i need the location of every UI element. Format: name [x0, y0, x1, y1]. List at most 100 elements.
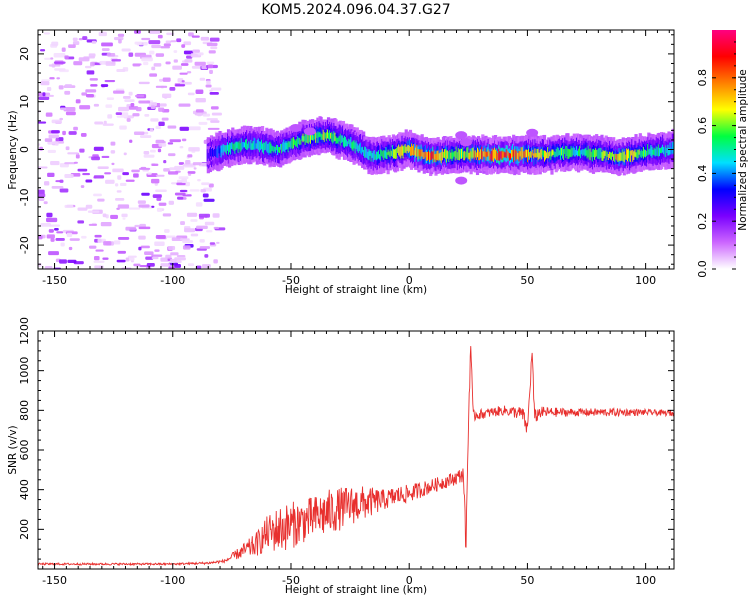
heatmap-noise-cell [78, 57, 90, 62]
heatmap-noise-cell [158, 143, 167, 147]
heatmap-noise-cell [41, 79, 51, 82]
heatmap-noise-cell [216, 241, 220, 244]
heatmap-noise-cell [85, 93, 94, 98]
heatmap-noise-cell [95, 249, 104, 252]
snr-x-ticks: -150 -100 -50 0 50 100 [42, 331, 670, 587]
heatmap-noise-cell [38, 121, 47, 124]
colorbar-tick-label: 0.4 [696, 165, 709, 183]
heatmap-noise-cell [93, 103, 99, 107]
heatmap-noise-cell [191, 65, 202, 69]
heatmap-noise-cell [121, 48, 131, 52]
heatmap-noise-cell [101, 42, 113, 47]
heatmap-noise-cell [209, 91, 219, 95]
heatmap-noise-cell [187, 173, 192, 176]
heatmap-noise-cell [93, 256, 100, 261]
heatmap-noise-cell [45, 112, 53, 117]
heatmap-noise-cell [73, 61, 83, 66]
heatmap-noise-cell [182, 163, 194, 167]
heatmap-noise-cell [138, 235, 146, 240]
heatmap-noise-cell [181, 178, 187, 183]
heatmap-side-blob [455, 176, 468, 185]
heatmap-noise-cell [176, 254, 186, 258]
heatmap-noise-cell [151, 205, 155, 208]
heatmap-noise-cell [199, 246, 211, 249]
heatmap-noise-cell [91, 40, 97, 44]
heatmap-noise-cell [85, 89, 97, 93]
heatmap-y-ticks: -20 -10 0 10 20 [18, 34, 674, 265]
heatmap-noise-cell [79, 105, 91, 110]
heatmap-noise-cell [161, 117, 169, 121]
heatmap-noise-cell [200, 189, 206, 193]
heatmap-noise-cell [73, 161, 78, 164]
heatmap-noise-cell [159, 103, 167, 107]
heatmap-noise-cell [119, 125, 127, 130]
heatmap-noise-cell [105, 179, 115, 184]
colorbar-label: Normalized spectral amplitude [737, 69, 749, 230]
heatmap-noise-cell [64, 162, 76, 165]
heatmap-noise-cell [176, 182, 186, 186]
heatmap-noise-cell [167, 142, 174, 145]
heatmap-noise-cell [195, 202, 203, 207]
heatmap-noise-cell [46, 234, 55, 239]
heatmap-noise-cell [38, 96, 50, 100]
heatmap-noise-cell [207, 64, 214, 69]
heatmap-noise-cell [144, 113, 150, 117]
heatmap-noise-cell [43, 181, 50, 186]
heatmap-noise-cell [94, 234, 102, 238]
heatmap-noise-cell [202, 113, 211, 117]
heatmap-noise-cell [119, 182, 127, 187]
heatmap-noise-cell [48, 134, 60, 139]
heatmap-noise-cell [151, 178, 160, 184]
heatmap-x-ticks: -150 -100 -50 0 50 100 [42, 30, 670, 287]
heatmap-noise-cell [181, 138, 187, 142]
heatmap-noise-cell [138, 246, 142, 251]
heatmap-noise-cell [179, 72, 188, 75]
heatmap-noise-cell [40, 223, 52, 227]
heatmap-noise-cell [131, 169, 140, 173]
heatmap-noise-cell [206, 230, 213, 233]
heatmap-noise-cell [173, 50, 178, 53]
heatmap-noise-cell [82, 36, 88, 40]
heatmap-noise-cell [137, 200, 146, 204]
heatmap-noise-cell [166, 32, 175, 36]
heatmap-noise-cell [202, 193, 209, 198]
heatmap-side-blob [289, 123, 302, 132]
heatmap-noise-cell [138, 204, 150, 208]
heatmap-noise-cell [75, 154, 80, 159]
heatmap-noise-cell [168, 246, 176, 251]
heatmap-noise-cell [155, 85, 168, 88]
heatmap-noise-cell [197, 178, 201, 182]
heatmap-noise-cell [56, 77, 61, 80]
heatmap-noise-cell [165, 254, 172, 259]
heatmap-noise-cell [185, 159, 191, 165]
heatmap-noise-cell [201, 182, 210, 186]
colorbar-gradient [712, 30, 736, 269]
heatmap-noise-cell [38, 189, 45, 195]
heatmap-noise-cell [59, 259, 67, 264]
heatmap-noise-cell [38, 193, 46, 198]
heatmap-noise-cell [135, 107, 142, 112]
heatmap-noise-cell [151, 254, 163, 257]
snr-series-line [38, 346, 674, 567]
heatmap-noise-cell [91, 156, 100, 161]
heatmap-noise-cell [179, 238, 190, 241]
heatmap-noise-cell [156, 207, 163, 212]
heatmap-noise-cell [199, 239, 205, 243]
heatmap-noise-cell [210, 106, 219, 110]
heatmap-noise-cell [181, 44, 186, 48]
heatmap-noise-cell [44, 265, 53, 269]
heatmap-noise-cell [204, 221, 215, 226]
heatmap-noise-cell [107, 114, 113, 119]
heatmap-noise-cell [117, 237, 130, 240]
heatmap-noise-cell [206, 42, 218, 47]
heatmap-noise-cell [144, 251, 154, 255]
heatmap-noise-cell [135, 94, 145, 98]
heatmap-noise-cell [167, 153, 176, 157]
heatmap-noise-cell [64, 84, 73, 88]
heatmap-noise-cell [130, 102, 135, 107]
heatmap-noise-cell [184, 181, 190, 187]
heatmap-noise-cell [128, 257, 135, 261]
heatmap-noise-cell [88, 223, 98, 226]
heatmap-noise-cell [163, 43, 171, 47]
heatmap-noise-cell [195, 97, 206, 103]
